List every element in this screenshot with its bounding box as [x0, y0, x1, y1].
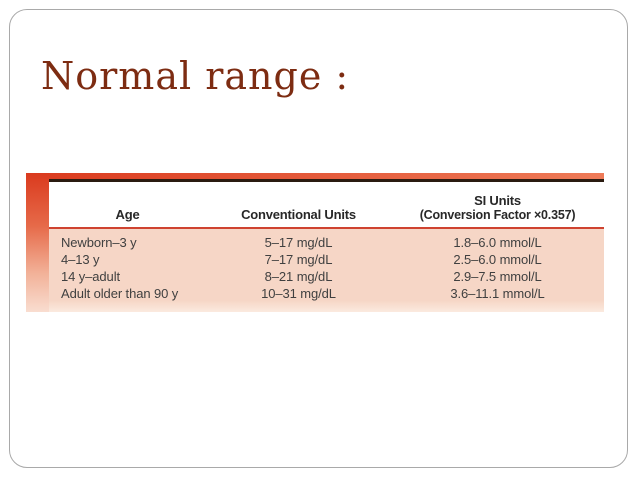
conventional-units-header-label: Conventional Units: [241, 207, 356, 222]
age-cell: Adult older than 90 y: [61, 286, 179, 301]
table-row: 4–13 y 7–17 mg/dL 2.5–6.0 mmol/L: [49, 251, 604, 268]
si-units-cell: 2.5–6.0 mmol/L: [453, 252, 542, 267]
si-units-header-label: SI Units: [474, 193, 521, 208]
conventional-units-cell: 7–17 mg/dL: [264, 252, 333, 267]
slide: Normal range : Age Conventional Units SI…: [9, 9, 628, 468]
table-row: Newborn–3 y 5–17 mg/dL 1.8–6.0 mmol/L: [49, 234, 604, 251]
conventional-units-cell: 8–21 mg/dL: [264, 269, 333, 284]
column-header-conventional-units: Conventional Units: [206, 208, 391, 222]
si-units-cell: 1.8–6.0 mmol/L: [453, 235, 542, 250]
table-content: Age Conventional Units SI Units (Convers…: [49, 179, 604, 312]
si-units-conversion-factor-label: (Conversion Factor ×0.357): [419, 208, 576, 222]
normal-range-table: Age Conventional Units SI Units (Convers…: [26, 173, 604, 312]
si-units-cell: 2.9–7.5 mmol/L: [453, 269, 542, 284]
table-row: Adult older than 90 y 10–31 mg/dL 3.6–11…: [49, 285, 604, 302]
age-cell: 14 y–adult: [61, 269, 120, 284]
header-body-divider: [49, 227, 604, 229]
si-units-cell: 3.6–11.1 mmol/L: [450, 286, 545, 301]
conventional-units-cell: 5–17 mg/dL: [264, 235, 333, 250]
table-body: Newborn–3 y 5–17 mg/dL 1.8–6.0 mmol/L 4–…: [49, 229, 604, 312]
table-top-rule: [49, 179, 604, 182]
table-top-accent-strip: [26, 173, 604, 179]
conventional-units-cell: 10–31 mg/dL: [261, 286, 336, 301]
column-header-age: Age: [49, 208, 206, 222]
slide-title: Normal range :: [41, 54, 350, 98]
table-row: 14 y–adult 8–21 mg/dL 2.9–7.5 mmol/L: [49, 268, 604, 285]
age-header-label: Age: [115, 207, 140, 222]
table-left-accent-bar: [26, 173, 49, 312]
age-cell: 4–13 y: [61, 252, 100, 267]
table-header-row: Age Conventional Units SI Units (Convers…: [49, 182, 604, 227]
age-cell: Newborn–3 y: [61, 235, 137, 250]
column-header-si-units: SI Units (Conversion Factor ×0.357): [391, 193, 604, 223]
